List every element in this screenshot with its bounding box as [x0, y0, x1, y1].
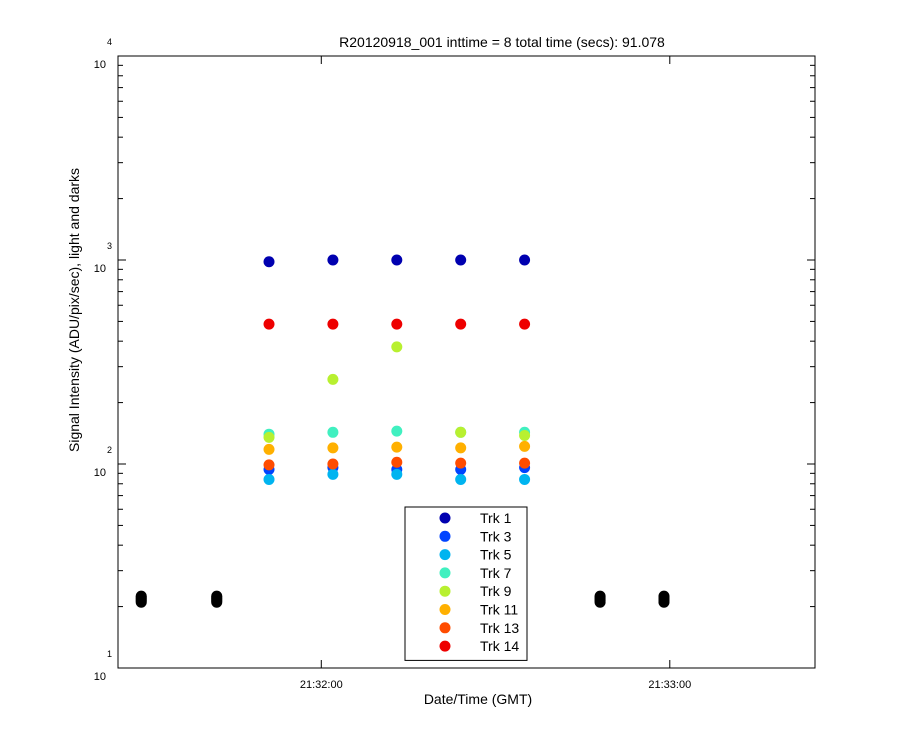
legend-marker: [439, 549, 451, 561]
legend-marker: [439, 604, 451, 615]
point-trk-11: [263, 443, 275, 455]
x-axis-label: Date/Time (GMT): [424, 691, 532, 707]
point-trk-14: [327, 318, 339, 330]
x-tick-label: 21:32:00: [300, 679, 343, 691]
point-trk-1: [263, 256, 275, 268]
legend-label: Trk 13: [480, 620, 519, 636]
y-tick-exponent: 4: [107, 37, 112, 47]
point-trk-1: [327, 254, 339, 266]
y-tick-label: 10: [94, 467, 106, 479]
point-trk-5: [519, 473, 531, 485]
point-trk-5: [327, 468, 339, 480]
y-tick-label: 10: [94, 671, 106, 683]
legend-marker: [439, 585, 451, 597]
legend-label: Trk 3: [480, 528, 512, 544]
y-axis-label: Signal Intensity (ADU/pix/sec), light an…: [66, 168, 82, 452]
legend-marker: [439, 530, 451, 542]
point-trk-7: [391, 425, 403, 437]
data-points: [135, 254, 670, 608]
chart-title: R20120918_001 inttime = 8 total time (se…: [339, 34, 665, 50]
legend-marker: [439, 622, 451, 634]
axes: 10 1 10 2 10 3 10 4 21:32:00 21:33:00: [94, 37, 816, 691]
point-trk-7: [327, 426, 339, 438]
point-dark-frame: [135, 596, 147, 608]
point-trk-14: [519, 318, 531, 330]
point-trk-13: [263, 459, 275, 471]
point-trk-9: [455, 426, 467, 438]
y-tick-label: 10: [94, 263, 106, 275]
point-trk-5: [455, 473, 467, 485]
legend: Trk 1 Trk 3 Trk 5 Trk 7 Trk 9 Trk 11 Trk 13 Trk…: [404, 506, 528, 661]
point-dark-frame: [594, 596, 606, 608]
legend-label: Trk 1: [480, 510, 512, 526]
point-trk-11: [455, 442, 467, 454]
legend-box: [404, 506, 528, 661]
y-tick-exponent: 2: [107, 445, 112, 455]
legend-label: Trk 14: [480, 638, 519, 654]
legend-label: Trk 9: [480, 583, 512, 599]
legend-label: Trk 7: [480, 565, 512, 581]
point-trk-1: [391, 254, 403, 266]
y-tick-exponent: 1: [107, 649, 112, 659]
point-trk-1: [455, 254, 467, 266]
point-trk-14: [263, 318, 275, 330]
point-trk-11: [519, 440, 531, 452]
point-trk-11: [391, 441, 403, 453]
point-trk-13: [327, 458, 339, 470]
legend-marker: [439, 567, 451, 579]
point-trk-5: [263, 473, 275, 485]
plot-frame: [117, 55, 816, 669]
point-trk-13: [455, 457, 467, 469]
point-trk-14: [391, 318, 403, 330]
point-trk-13: [519, 457, 531, 469]
point-trk-1: [519, 254, 531, 266]
point-trk-9: [327, 373, 339, 385]
point-trk-13: [391, 456, 403, 468]
point-trk-5: [391, 468, 403, 480]
point-trk-9: [263, 431, 275, 443]
point-dark-frame: [658, 596, 670, 608]
legend-label: Trk 11: [480, 602, 518, 618]
point-dark-frame: [211, 596, 223, 608]
point-trk-9: [391, 341, 403, 353]
legend-label: Trk 5: [480, 547, 512, 563]
point-trk-9: [519, 429, 531, 441]
y-tick-exponent: 3: [107, 241, 112, 251]
point-trk-14: [455, 318, 467, 330]
legend-marker: [439, 640, 451, 652]
y-tick-label: 10: [94, 59, 106, 71]
x-tick-label: 21:33:00: [648, 679, 691, 691]
point-trk-11: [327, 442, 339, 454]
legend-marker: [439, 512, 451, 524]
